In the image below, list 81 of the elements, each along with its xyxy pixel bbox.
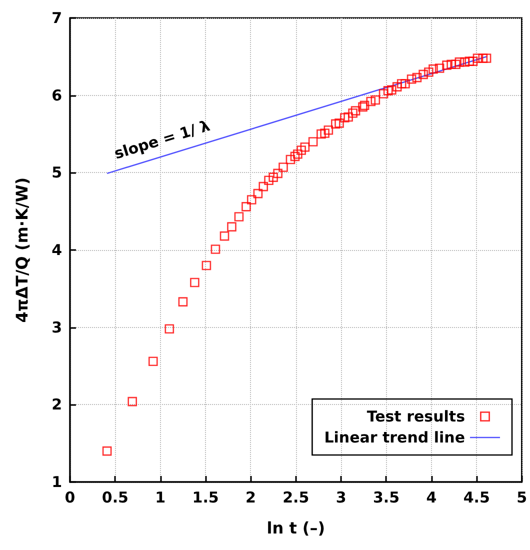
point [210,244,220,254]
x-tick-label: 3.5 [372,488,400,506]
point [164,324,174,334]
x-tick-label: 4.5 [463,488,490,506]
y-tick-label: 4 [52,241,62,259]
x-tick-label: 4 [426,488,437,506]
point [148,356,158,366]
point [482,54,492,63]
point [220,231,230,241]
point [434,64,444,73]
y-tick-label: 5 [52,164,62,182]
point [296,146,306,155]
point [468,56,478,66]
point [460,57,470,67]
x-tick-label: 0.5 [102,488,128,506]
point [442,60,452,70]
point [424,67,434,77]
point [293,149,302,159]
point [128,396,137,406]
point [273,168,282,178]
y-axis-title: 4πΔT/Q (m·K/W) [12,177,32,323]
y-tick-label: 7 [52,9,62,27]
point [478,54,488,63]
legend-label: Linear trend line [324,428,465,446]
x-tick-label: 1.5 [192,488,219,506]
x-tick-label: 3 [336,488,346,506]
y-tick-label: 3 [52,318,62,336]
legend-label: Test results [366,408,466,426]
point [370,95,380,105]
point [418,70,428,80]
y-tick-label: 1 [52,473,62,491]
point [400,79,410,88]
point [334,118,344,128]
point [278,162,288,172]
point [227,222,236,232]
point [454,57,464,67]
point [472,54,482,63]
point [202,260,212,270]
point [412,72,422,82]
x-tick-label: 0 [64,488,76,506]
x-tick-label: 5 [516,488,527,506]
point [264,176,274,186]
point [392,82,402,92]
point [340,113,350,122]
point [464,56,474,66]
point [242,202,251,212]
point [344,112,353,122]
y-tick-label: 2 [52,396,62,414]
point [387,85,396,95]
point [324,125,334,135]
point [253,188,263,198]
point [350,106,360,116]
point [308,137,318,146]
point [320,128,330,138]
point [348,108,358,118]
x-tick-label: 2.5 [282,488,310,506]
point [258,182,268,192]
point [316,129,326,139]
point [286,154,296,164]
point [268,172,278,182]
point [330,119,340,129]
point [396,79,406,88]
point [366,96,376,106]
point [290,152,300,162]
point [300,142,310,152]
point [246,195,256,204]
point [446,60,456,70]
y-tick-label: 6 [52,86,62,104]
point [178,297,188,306]
point [102,446,112,456]
x-tick-label: 1 [155,488,166,506]
annotation: slope = 1/ λ [112,116,213,163]
point [234,212,244,222]
point [451,60,460,70]
point [406,74,416,84]
point [383,86,393,96]
point [190,278,200,288]
point [378,89,388,98]
x-axis-title: ln t (–) [266,518,326,538]
x-tick-label: 2 [245,488,256,506]
point [428,64,438,74]
